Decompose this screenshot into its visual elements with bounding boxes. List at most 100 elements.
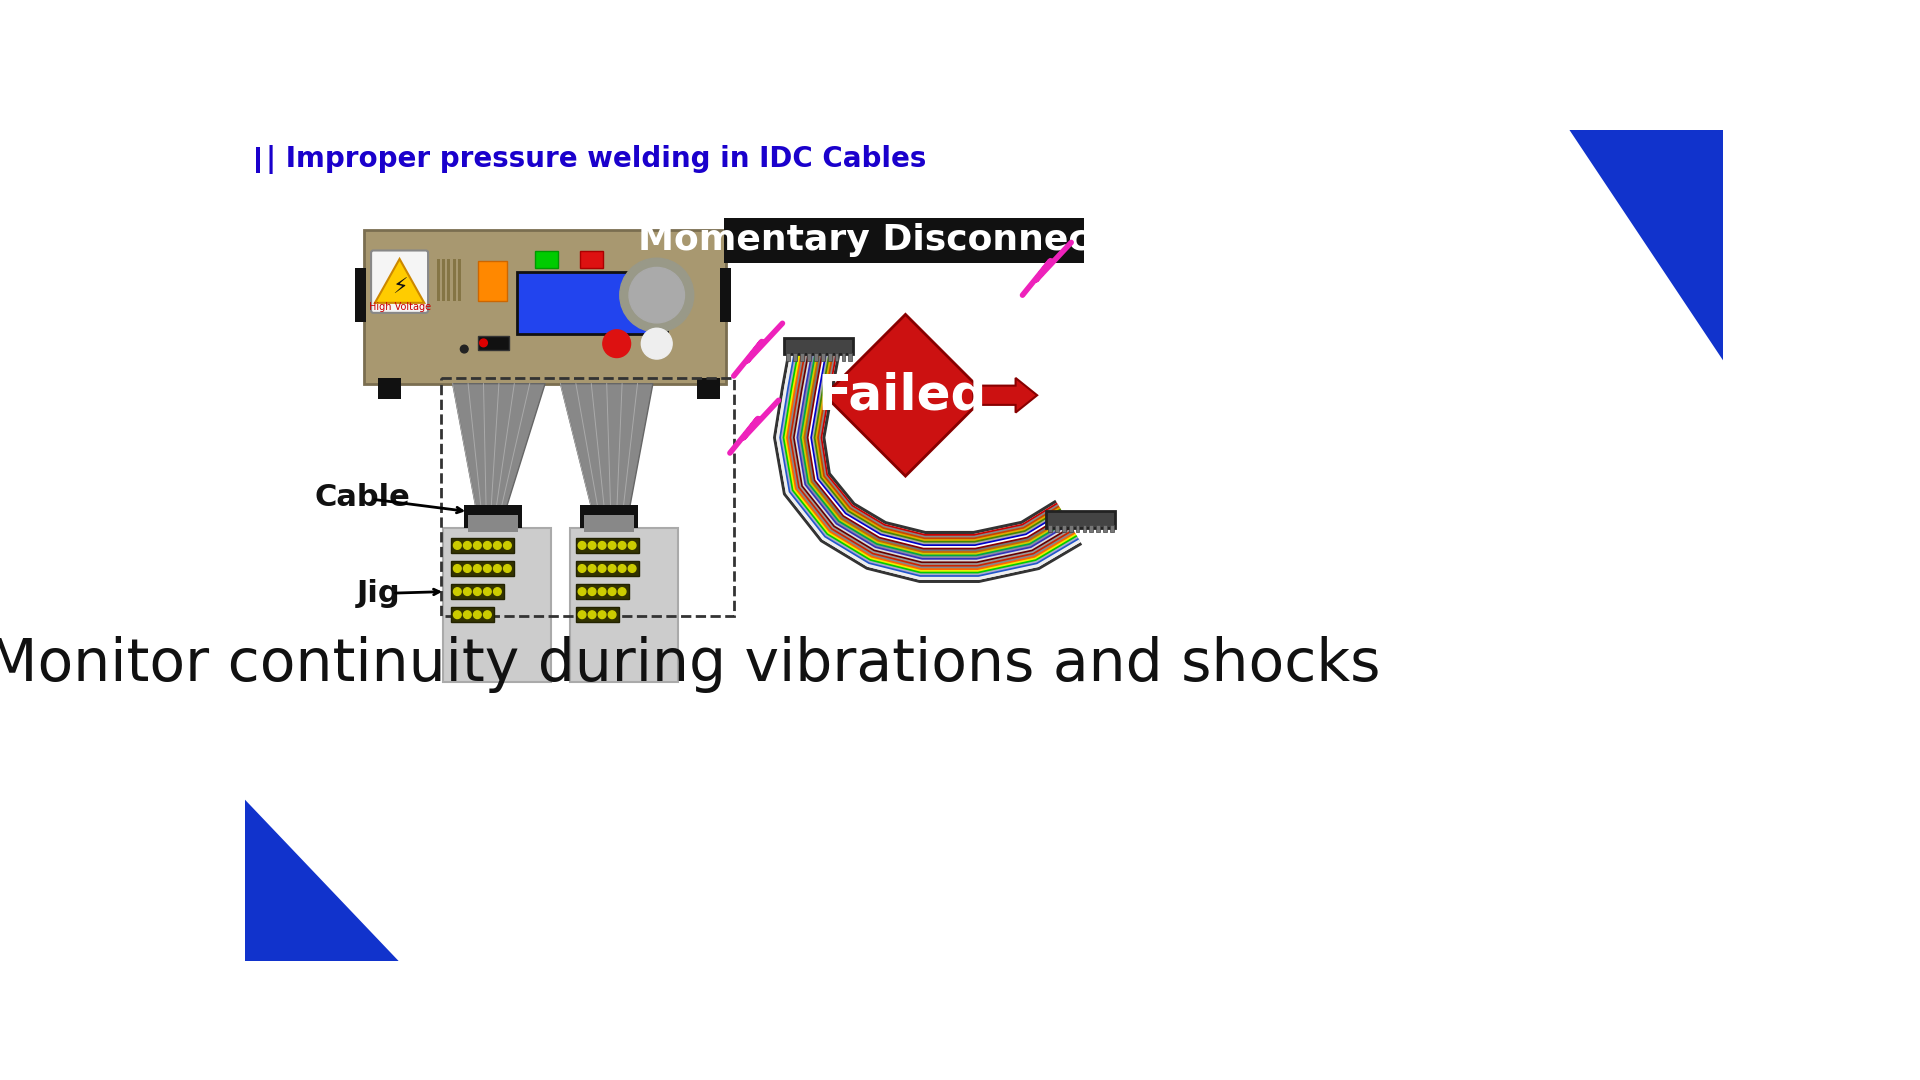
Bar (451, 561, 515, 577)
Circle shape (463, 541, 470, 550)
Bar (580, 505, 637, 528)
Circle shape (588, 541, 595, 550)
Text: Jig: Jig (357, 579, 399, 608)
Circle shape (463, 611, 470, 619)
Circle shape (599, 541, 607, 550)
Circle shape (474, 588, 482, 595)
Circle shape (578, 565, 586, 572)
Circle shape (493, 565, 501, 572)
Bar (516, 272, 666, 334)
Polygon shape (374, 259, 424, 302)
Circle shape (463, 588, 470, 595)
Circle shape (609, 611, 616, 619)
Circle shape (618, 588, 626, 595)
Bar (1054, 525, 1058, 532)
Circle shape (599, 565, 607, 572)
Circle shape (578, 541, 586, 550)
Bar (536, 252, 559, 268)
Bar (584, 514, 634, 531)
Circle shape (493, 588, 501, 595)
Bar (1069, 525, 1073, 532)
Circle shape (618, 541, 626, 550)
Text: Failed: Failed (816, 372, 987, 419)
Bar (378, 378, 401, 400)
Circle shape (484, 541, 492, 550)
Circle shape (609, 565, 616, 572)
Bar (355, 268, 365, 322)
Bar (801, 353, 804, 361)
Circle shape (461, 346, 468, 353)
Circle shape (578, 588, 586, 595)
Circle shape (480, 339, 488, 347)
Bar (465, 505, 522, 528)
Circle shape (484, 588, 492, 595)
Circle shape (641, 328, 672, 359)
Bar (1062, 525, 1066, 532)
Bar (451, 584, 505, 599)
Circle shape (484, 565, 492, 572)
Circle shape (453, 588, 461, 595)
Bar (841, 353, 845, 361)
Bar (576, 561, 639, 577)
Bar (576, 607, 618, 622)
Text: Cable: Cable (315, 483, 409, 512)
Polygon shape (453, 383, 545, 507)
Bar (828, 353, 831, 361)
Circle shape (618, 565, 626, 572)
Circle shape (453, 541, 461, 550)
Bar (365, 230, 726, 383)
Bar (1075, 525, 1079, 532)
Circle shape (609, 541, 616, 550)
Bar (478, 336, 509, 350)
Bar (1046, 511, 1116, 528)
Bar (451, 538, 515, 553)
Text: Monitor continuity during vibrations and shocks: Monitor continuity during vibrations and… (0, 636, 1380, 693)
Polygon shape (561, 383, 653, 507)
Bar (447, 259, 451, 301)
Bar (436, 259, 440, 301)
Circle shape (453, 565, 461, 572)
Circle shape (628, 541, 636, 550)
Bar (580, 252, 603, 268)
FancyBboxPatch shape (371, 251, 428, 313)
Text: ⚡: ⚡ (392, 278, 407, 297)
Bar (806, 353, 810, 361)
Circle shape (620, 258, 693, 333)
Polygon shape (246, 799, 399, 961)
Circle shape (588, 588, 595, 595)
Circle shape (474, 611, 482, 619)
Circle shape (578, 611, 586, 619)
Bar (1048, 525, 1052, 532)
Bar (478, 260, 507, 300)
Bar (820, 353, 824, 361)
Bar (468, 514, 518, 531)
Circle shape (588, 565, 595, 572)
Bar (444, 528, 551, 683)
Circle shape (503, 541, 511, 550)
Bar (1096, 525, 1100, 532)
Circle shape (599, 588, 607, 595)
Bar (1110, 525, 1114, 532)
Circle shape (603, 329, 630, 357)
Bar (1089, 525, 1092, 532)
Bar (576, 538, 639, 553)
Bar (453, 259, 455, 301)
Bar (793, 353, 797, 361)
Polygon shape (824, 314, 987, 476)
Bar (570, 528, 678, 683)
Bar (783, 337, 852, 354)
Polygon shape (1569, 130, 1722, 361)
Bar (1104, 525, 1108, 532)
Bar (724, 218, 1085, 262)
Circle shape (599, 611, 607, 619)
Bar (442, 378, 733, 617)
Bar (1083, 525, 1087, 532)
Circle shape (588, 611, 595, 619)
Bar (442, 259, 445, 301)
Circle shape (630, 268, 684, 323)
Circle shape (453, 611, 461, 619)
Text: High Voltage: High Voltage (369, 301, 430, 312)
Circle shape (609, 588, 616, 595)
Text: | Improper pressure welding in IDC Cables: | Improper pressure welding in IDC Cable… (267, 145, 927, 174)
Bar (255, 147, 261, 173)
